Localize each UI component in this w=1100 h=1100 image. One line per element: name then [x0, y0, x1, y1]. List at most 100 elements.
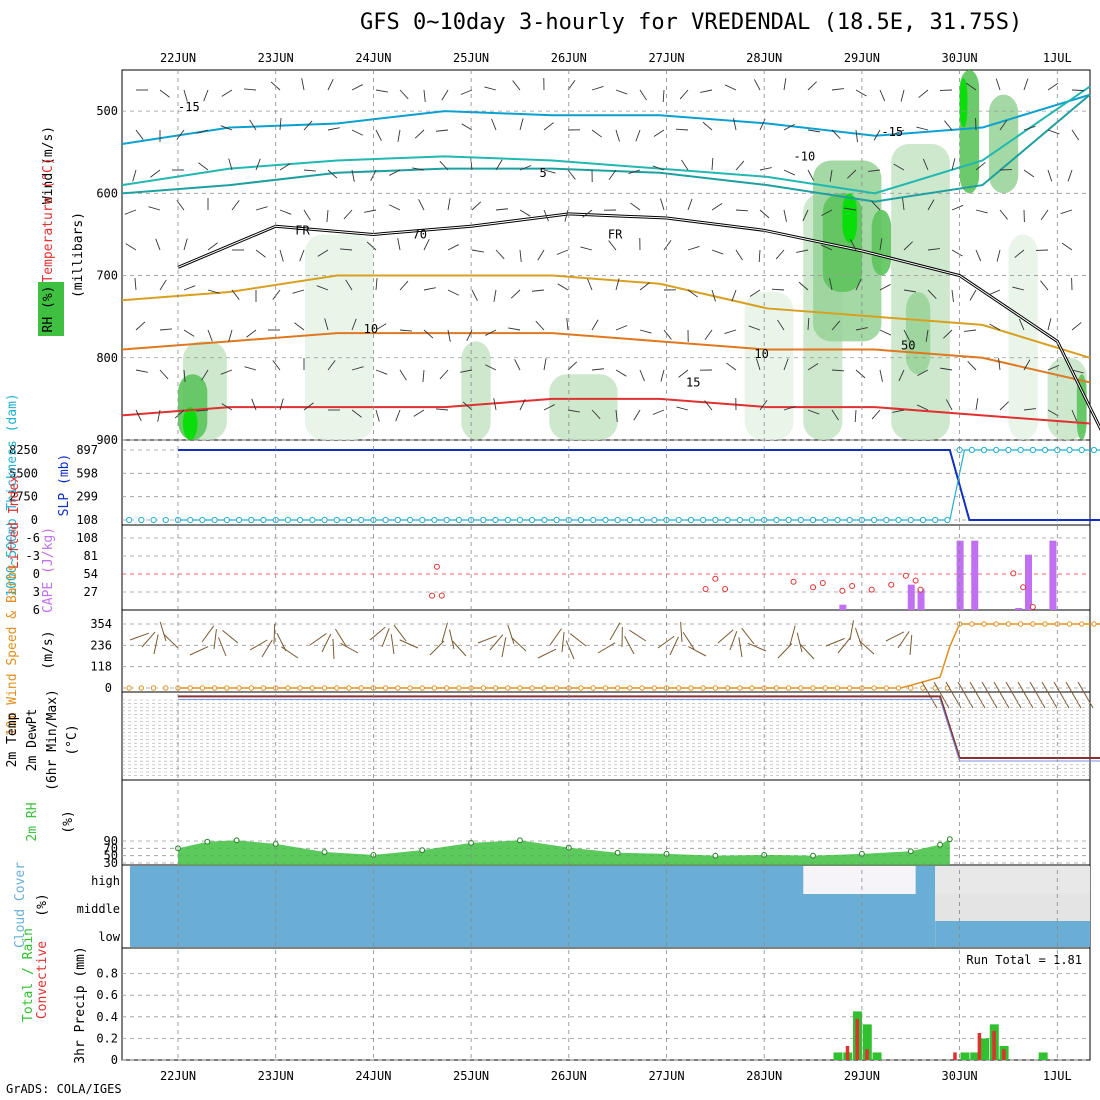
wind-tick-label: 236 — [90, 638, 112, 652]
wind-barb — [441, 89, 449, 101]
wind-speed-marker — [419, 685, 425, 691]
precip-total-bar — [970, 1052, 980, 1060]
wind-barb — [279, 118, 282, 131]
wind-barb — [855, 369, 866, 379]
wind-barb — [231, 200, 240, 211]
wind-barb-10m — [688, 646, 707, 657]
wind-barb-10m — [507, 624, 515, 645]
wind-barb — [735, 209, 749, 212]
wind-barb — [221, 89, 233, 97]
cloud-level-label: low — [98, 930, 120, 944]
wind-barb — [249, 119, 257, 131]
wind-speed-marker — [541, 685, 548, 691]
precip-total-bar — [862, 1024, 872, 1060]
wind-barb — [807, 169, 815, 181]
thickness-marker — [944, 516, 951, 524]
cape-bar — [971, 540, 979, 610]
wind-barb-10m — [218, 637, 227, 657]
wind-barb-10m — [796, 632, 803, 653]
wind-speed-marker — [236, 685, 242, 691]
precip-conv-bar — [1002, 1049, 1006, 1060]
li-tick-label: 3 — [33, 585, 40, 599]
thickness-marker — [345, 516, 353, 524]
thickness-marker — [187, 516, 194, 524]
wind-barb — [951, 289, 954, 302]
wind-barb — [783, 209, 787, 222]
wind-barb-10m — [222, 630, 239, 644]
wind-barb — [159, 89, 170, 98]
wind-barb-10m — [747, 642, 767, 652]
wind-barb — [1023, 125, 1036, 131]
date-label-bottom: 27JUN — [648, 1069, 684, 1083]
thickness-marker — [1005, 446, 1012, 454]
wind-barb — [662, 89, 665, 103]
wind-barb-10m — [561, 632, 565, 653]
legend-wind-label: Wind (m/s) — [41, 126, 56, 204]
wind-barb — [279, 163, 291, 171]
wind-barb — [628, 169, 641, 174]
precip-conv-bar — [953, 1052, 957, 1060]
wind-barb — [512, 80, 521, 91]
wind-barb-10m — [741, 627, 755, 645]
wind-barb-10m — [565, 640, 575, 660]
wind-barb-10m — [159, 621, 167, 642]
wind-barb — [303, 402, 314, 411]
thickness-marker — [394, 516, 401, 524]
wind-barb — [1071, 409, 1078, 422]
wind-barb — [798, 281, 809, 291]
thickness-marker — [602, 516, 609, 524]
wind-barb — [964, 329, 977, 332]
wind-barb — [733, 118, 737, 131]
thickness-marker — [1041, 446, 1049, 454]
date-label-top: 28JUN — [746, 51, 782, 65]
wind-barb — [854, 409, 857, 423]
rh2m-point — [321, 849, 328, 855]
wind-barb — [272, 360, 281, 371]
wind-barb — [447, 198, 451, 211]
wind-barb — [1067, 169, 1073, 182]
wind-barb — [704, 329, 713, 340]
wind-barb — [831, 88, 844, 91]
wind-barb — [711, 289, 716, 302]
wind-barb-10m — [624, 636, 635, 655]
wind-speed-marker — [883, 685, 890, 691]
wind-barb — [758, 249, 761, 263]
wind-speed-marker — [199, 685, 206, 691]
wind-barb — [543, 122, 554, 131]
date-label-top: 25JUN — [453, 51, 489, 65]
wind-speed-marker — [138, 685, 145, 691]
precip-total-bar — [833, 1052, 843, 1060]
slp-tick-label: 108 — [76, 513, 98, 527]
wind-barb — [543, 209, 549, 222]
wind-barb-10m — [393, 624, 407, 642]
panel-slp-frame — [121, 439, 1091, 526]
rh-shading-blob — [461, 341, 491, 440]
wind-barb — [1071, 129, 1080, 141]
wind-barb-10m — [261, 639, 273, 658]
wind-speed-marker — [590, 685, 596, 691]
wind-barb — [783, 78, 787, 91]
wind-barb — [566, 318, 569, 331]
wind-barb — [1061, 242, 1073, 251]
wind-barb — [855, 129, 858, 142]
isotherm-line — [121, 85, 1091, 195]
wind-barb — [783, 169, 796, 176]
wind-barb — [988, 289, 1001, 296]
wind-barb-10m — [825, 638, 845, 647]
wind-barb-10m — [885, 631, 905, 642]
wind-barb — [759, 400, 768, 411]
wind-barb — [159, 328, 172, 331]
contour-label: -15 — [881, 125, 903, 139]
wind-barb — [753, 79, 761, 91]
dewpt2m-line — [178, 698, 1100, 762]
precip-tick-label: 0 — [111, 1053, 118, 1067]
thickness-marker — [687, 516, 695, 524]
wind-barb — [375, 323, 387, 331]
wind-speed-marker — [895, 685, 902, 691]
thickness-marker — [907, 516, 914, 524]
wind-barb — [1047, 169, 1053, 182]
wind-barb — [399, 280, 409, 291]
wind-barb — [183, 238, 188, 251]
wind-barb-10m — [281, 646, 299, 659]
date-label-bottom: 29JUN — [844, 1069, 880, 1083]
